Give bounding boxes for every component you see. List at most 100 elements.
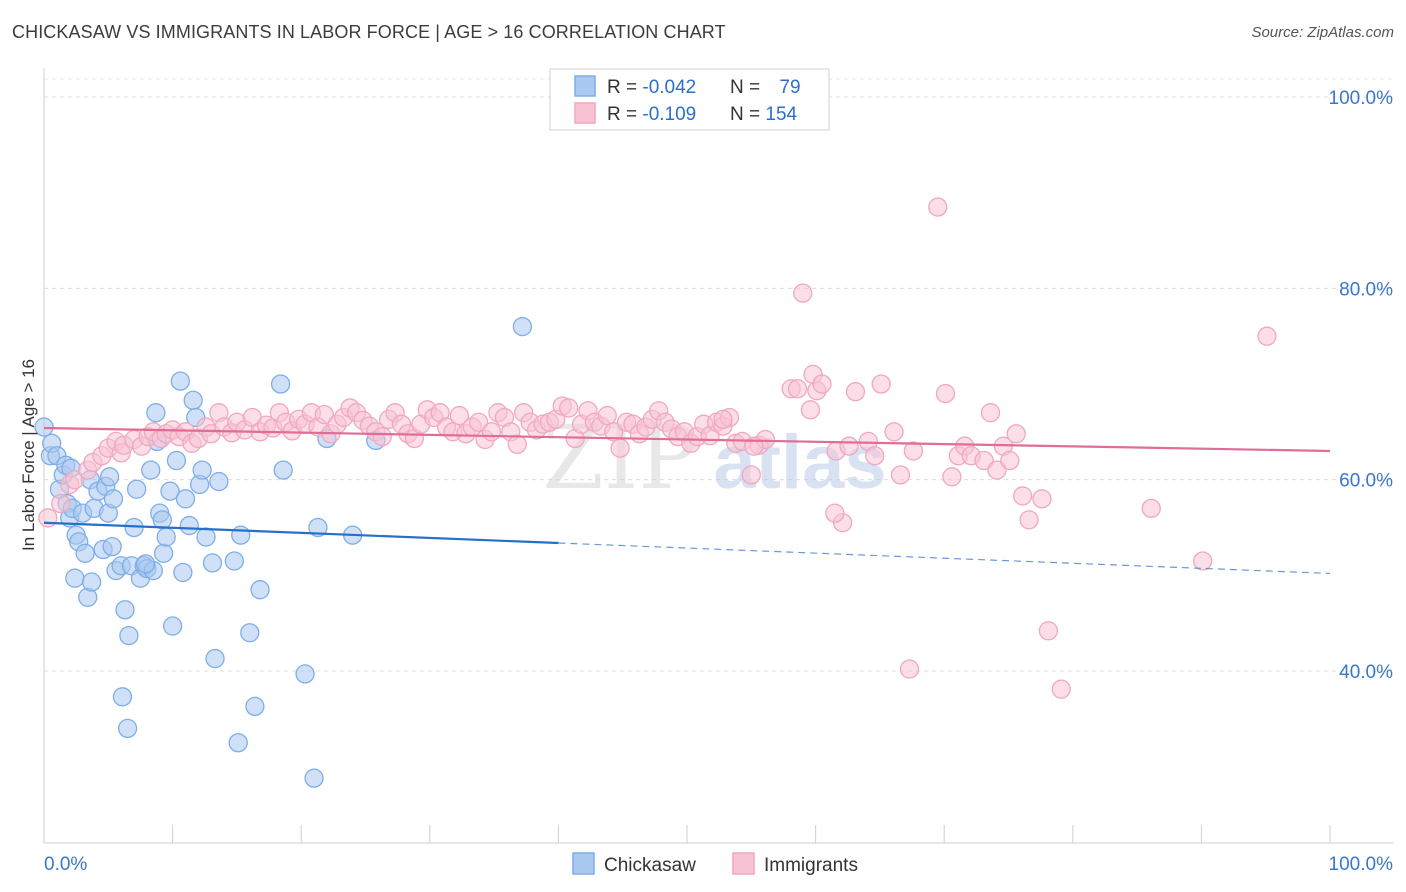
immigrants-point: [871, 374, 891, 394]
immigrants-point: [825, 503, 845, 523]
immigrants-point: [507, 434, 527, 454]
immigrants-point: [980, 403, 1001, 423]
chart-title: CHICKASAW VS IMMIGRANTS IN LABOR FORCE |…: [12, 22, 726, 42]
chickasaw-point: [160, 481, 180, 501]
immigrants-point: [713, 409, 733, 430]
immigrants-point: [890, 465, 911, 485]
chickasaw-point: [156, 527, 176, 547]
chickasaw-trend-extension: [558, 542, 1331, 575]
stats-r-label-immigrants: R =: [607, 104, 642, 125]
immigrants-point: [942, 467, 962, 487]
chickasaw-point: [119, 625, 139, 646]
immigrants-point: [741, 465, 761, 485]
immigrants-point: [1032, 489, 1052, 509]
stats-r-value-immigrants: -0.109: [642, 104, 696, 125]
chickasaw-point: [240, 623, 260, 643]
immigrants-point: [935, 383, 956, 404]
immigrants-point: [38, 508, 58, 528]
stats-n-label-chickasaw: N =: [730, 77, 765, 98]
svg-text:N = 154: N = 154: [730, 104, 798, 125]
stats-legend-box: [549, 68, 830, 131]
y-tick-label: 80.0%: [1339, 279, 1393, 300]
chickasaw-point: [304, 768, 324, 788]
legend-label-immigrants[interactable]: Immigrants: [764, 855, 858, 876]
stats-legend: R = -0.042 N = 79 R = -0.109 N = 154: [549, 68, 830, 131]
immigrants-point: [314, 404, 334, 425]
chickasaw-point: [34, 417, 54, 437]
stats-legend-swatch-immigrants: [574, 102, 596, 124]
svg-text:R = -0.042: R = -0.042: [607, 77, 696, 98]
chickasaw-point: [209, 471, 229, 492]
immigrants-point: [793, 283, 813, 303]
chickasaw-point: [270, 374, 291, 394]
chickasaw-point: [250, 580, 270, 600]
immigrants-point: [787, 379, 808, 399]
immigrants-point: [51, 493, 71, 514]
chickasaw-point: [196, 527, 216, 547]
chart-source: Source: ZipAtlas.com: [1251, 24, 1394, 41]
chickasaw-point: [166, 450, 187, 471]
chickasaw-point: [175, 489, 196, 509]
chickasaw-point: [102, 536, 122, 557]
chickasaw-trend-line: [43, 521, 559, 545]
stats-r-label-chickasaw: R =: [607, 77, 642, 98]
legend-swatch-chickasaw[interactable]: [572, 852, 595, 875]
chickasaw-point: [173, 562, 193, 583]
y-tick-label: 100.0%: [1329, 88, 1394, 109]
chickasaw-point: [202, 553, 223, 573]
chickasaw-point: [170, 371, 190, 391]
stats-n-value-immigrants: 154: [765, 104, 797, 125]
chickasaw-point: [117, 718, 138, 739]
x-tick-label-left: 0.0%: [44, 854, 87, 875]
immigrants-point: [812, 374, 832, 394]
y-tick-label: 60.0%: [1339, 471, 1393, 492]
immigrants-point: [65, 470, 85, 490]
immigrants-point: [839, 436, 859, 456]
chickasaw-point: [295, 664, 315, 684]
immigrants-point: [1141, 498, 1161, 519]
chickasaw-point: [231, 525, 251, 545]
immigrants-point: [610, 438, 630, 458]
stats-r-value-chickasaw: -0.042: [642, 77, 696, 98]
chickasaw-point: [205, 648, 225, 669]
legend-label-chickasaw[interactable]: Chickasaw: [604, 855, 696, 876]
chickasaw-point: [112, 687, 133, 707]
chickasaw-point: [146, 403, 166, 423]
series-legend: Chickasaw Immigrants: [572, 852, 858, 876]
chickasaw-point: [245, 696, 265, 717]
immigrants-point: [800, 400, 821, 420]
immigrants-point: [597, 405, 617, 426]
immigrants-point: [1257, 326, 1277, 346]
chickasaw-point: [308, 517, 328, 538]
chickasaw-point: [192, 460, 212, 480]
chickasaw-point: [162, 616, 183, 636]
immigrants-point: [974, 450, 994, 471]
chickasaw-point: [228, 733, 248, 753]
chickasaw-point: [75, 543, 95, 563]
svg-text:N = 79: N = 79: [730, 77, 801, 98]
immigrants-point: [899, 659, 920, 679]
chickasaw-point: [99, 467, 120, 487]
immigrants-point: [481, 422, 502, 442]
immigrants-point: [1000, 450, 1020, 471]
immigrants-point: [604, 422, 624, 442]
chickasaw-point: [135, 554, 156, 574]
immigrants-point: [1012, 486, 1033, 506]
immigrants-point: [1019, 510, 1039, 530]
chickasaw-point: [273, 460, 293, 480]
immigrants-point: [559, 398, 579, 418]
immigrants-point: [987, 460, 1007, 480]
stats-n-label-immigrants: N =: [730, 104, 765, 125]
chickasaw-point: [81, 572, 102, 592]
chickasaw-point: [512, 316, 533, 337]
chickasaw-point: [141, 460, 161, 480]
immigrants-point: [1006, 424, 1026, 444]
stats-legend-swatch-chickasaw: [574, 75, 596, 97]
chickasaw-point: [183, 390, 203, 410]
legend-swatch-immigrants[interactable]: [732, 852, 755, 875]
x-tick-label-right: 100.0%: [1329, 854, 1394, 875]
y-axis-label: In Labor Force | Age > 16: [19, 359, 38, 551]
trend-layer: [43, 426, 1331, 575]
y-tick-label: 40.0%: [1339, 662, 1393, 683]
